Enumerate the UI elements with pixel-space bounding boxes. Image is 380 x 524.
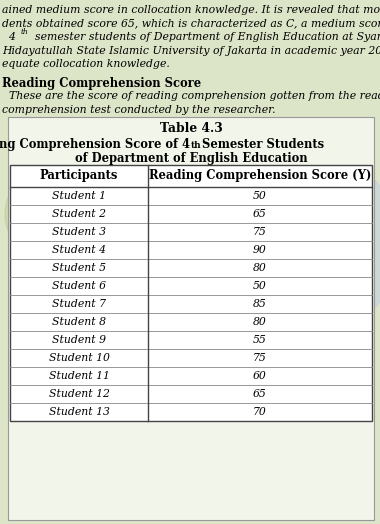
Text: Student 3: Student 3 — [52, 226, 106, 236]
Text: Student 13: Student 13 — [49, 407, 109, 417]
Text: 60: 60 — [253, 370, 267, 380]
Text: th: th — [191, 140, 202, 149]
Text: 55: 55 — [253, 334, 267, 345]
Text: of Department of English Education: of Department of English Education — [75, 152, 307, 165]
Text: 65: 65 — [253, 209, 267, 219]
Text: Reading Comprehension Score: Reading Comprehension Score — [2, 77, 201, 90]
Text: equate collocation knowledge.: equate collocation knowledge. — [2, 59, 170, 69]
Text: comprehension test conducted by the researcher.: comprehension test conducted by the rese… — [2, 105, 275, 115]
Text: th: th — [21, 28, 29, 37]
Text: Student 11: Student 11 — [49, 370, 109, 380]
Text: These are the score of reading comprehension gotten from the reading: These are the score of reading comprehen… — [2, 91, 380, 101]
Text: Student 10: Student 10 — [49, 353, 109, 363]
Text: Student 5: Student 5 — [52, 263, 106, 272]
Ellipse shape — [210, 171, 370, 316]
Text: Semester Students: Semester Students — [198, 138, 324, 150]
Text: Participants: Participants — [40, 169, 118, 182]
Text: 50: 50 — [253, 280, 267, 290]
Bar — [8, 117, 374, 520]
Text: Student 9: Student 9 — [52, 334, 106, 345]
Text: The Reading Comprehension Score of 4: The Reading Comprehension Score of 4 — [0, 138, 190, 150]
Text: Student 4: Student 4 — [52, 245, 106, 255]
Text: Student 6: Student 6 — [52, 280, 106, 290]
Text: 80: 80 — [253, 263, 267, 272]
Text: 90: 90 — [253, 245, 267, 255]
Text: ained medium score in collocation knowledge. It is revealed that most of: ained medium score in collocation knowle… — [2, 5, 380, 15]
Text: 80: 80 — [253, 316, 267, 326]
Text: 70: 70 — [253, 407, 267, 417]
Text: 75: 75 — [253, 353, 267, 363]
Text: Table 4.3: Table 4.3 — [160, 122, 222, 135]
Text: Reading Comprehension Score (Y): Reading Comprehension Score (Y) — [149, 169, 371, 182]
Ellipse shape — [180, 144, 380, 344]
Text: 75: 75 — [253, 226, 267, 236]
Text: Student 12: Student 12 — [49, 389, 109, 399]
Text: Hidayatullah State Islamic University of Jakarta in academic year 2015/2016 have: Hidayatullah State Islamic University of… — [2, 46, 380, 56]
Text: Student 1: Student 1 — [52, 191, 106, 201]
Text: 50: 50 — [253, 191, 267, 201]
Text: 65: 65 — [253, 389, 267, 399]
Bar — [10, 165, 372, 421]
Text: dents obtained score 65, which is characterized as C, a medium score. Overall,: dents obtained score 65, which is charac… — [2, 18, 380, 28]
Text: Student 8: Student 8 — [52, 316, 106, 326]
Text: 4: 4 — [2, 32, 16, 42]
Text: Student 7: Student 7 — [52, 299, 106, 309]
Ellipse shape — [5, 164, 115, 264]
Text: Student 2: Student 2 — [52, 209, 106, 219]
Text: semester students of Department of English Education at Syarif: semester students of Department of Engli… — [28, 32, 380, 42]
Text: 85: 85 — [253, 299, 267, 309]
